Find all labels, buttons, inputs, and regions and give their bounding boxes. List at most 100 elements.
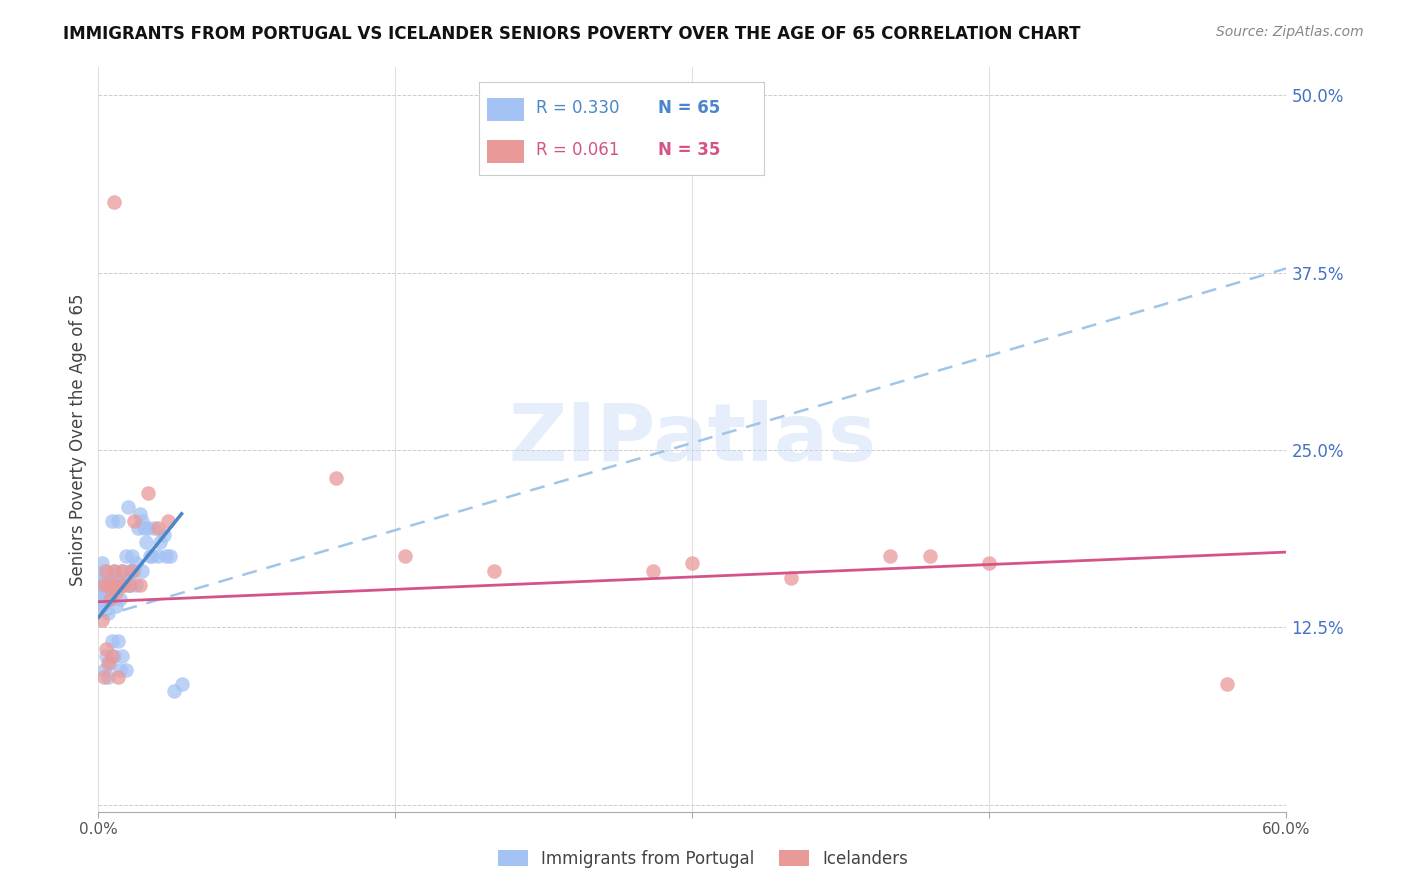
Point [920, 549, 942, 564]
Point [93, 663, 115, 677]
Point [101, 514, 124, 528]
Point [103, 578, 125, 592]
Point [146, 549, 169, 564]
Point [108, 591, 131, 606]
Point [780, 571, 803, 585]
Point [112, 578, 135, 592]
Point [107, 514, 129, 528]
Point [115, 549, 138, 564]
Point [131, 564, 153, 578]
Point [1216, 677, 1239, 691]
Text: ZIPatlas: ZIPatlas [509, 401, 876, 478]
Point [91, 613, 114, 627]
Point [122, 514, 145, 528]
Point [91, 557, 114, 571]
Point [115, 663, 138, 677]
Point [101, 578, 124, 592]
Point [96, 584, 118, 599]
Point [120, 578, 142, 592]
Point [93, 578, 115, 592]
Point [120, 578, 142, 592]
Point [93, 591, 115, 606]
Point [98, 656, 121, 670]
Point [98, 591, 121, 606]
Point [120, 564, 142, 578]
Point [135, 535, 157, 549]
Point [103, 578, 125, 592]
Point [103, 648, 125, 663]
Point [89, 591, 111, 606]
Point [879, 549, 901, 564]
Point [141, 549, 163, 564]
Point [107, 571, 129, 585]
Point [103, 564, 125, 578]
Point [121, 549, 143, 564]
Point [127, 521, 149, 535]
Point [155, 549, 177, 564]
Point [98, 571, 121, 585]
Point [107, 634, 129, 648]
Point [108, 578, 131, 592]
Point [101, 578, 124, 592]
Point [98, 591, 121, 606]
Point [105, 599, 128, 613]
Point [97, 670, 120, 684]
Point [97, 578, 120, 592]
Point [125, 557, 148, 571]
Point [97, 606, 120, 620]
Point [132, 521, 155, 535]
Point [163, 684, 186, 698]
Point [91, 571, 114, 585]
Point [108, 663, 131, 677]
Point [93, 564, 115, 578]
Point [103, 564, 125, 578]
Point [136, 485, 159, 500]
Point [91, 584, 114, 599]
Point [101, 634, 124, 648]
Point [136, 521, 159, 535]
Point [111, 648, 134, 663]
Point [146, 521, 169, 535]
Point [91, 599, 114, 613]
Point [121, 564, 143, 578]
Y-axis label: Seniors Poverty Over the Age of 65: Seniors Poverty Over the Age of 65 [69, 293, 87, 585]
Point [93, 670, 115, 684]
Point [122, 564, 145, 578]
Point [105, 578, 128, 592]
Point [394, 549, 416, 564]
Point [96, 564, 118, 578]
Point [152, 528, 174, 542]
Point [129, 507, 152, 521]
Point [112, 578, 135, 592]
Point [125, 578, 148, 592]
Point [139, 549, 162, 564]
Point [103, 194, 125, 209]
Point [117, 578, 139, 592]
Point [107, 670, 129, 684]
Point [91, 599, 114, 613]
Point [89, 578, 111, 592]
Point [112, 571, 135, 585]
Point [129, 578, 152, 592]
Point [484, 564, 506, 578]
Point [681, 557, 703, 571]
Point [111, 564, 134, 578]
Text: Source: ZipAtlas.com: Source: ZipAtlas.com [1216, 25, 1364, 39]
Point [121, 564, 143, 578]
Point [105, 584, 128, 599]
Point [979, 557, 1001, 571]
Point [101, 648, 124, 663]
Point [156, 514, 179, 528]
Legend: Immigrants from Portugal, Icelanders: Immigrants from Portugal, Icelanders [491, 844, 915, 875]
Point [149, 535, 172, 549]
Text: IMMIGRANTS FROM PORTUGAL VS ICELANDER SENIORS POVERTY OVER THE AGE OF 65 CORRELA: IMMIGRANTS FROM PORTUGAL VS ICELANDER SE… [63, 25, 1081, 43]
Point [325, 471, 347, 485]
Point [641, 564, 664, 578]
Point [111, 564, 134, 578]
Point [97, 578, 120, 592]
Point [96, 571, 118, 585]
Point [159, 549, 181, 564]
Point [170, 677, 193, 691]
Point [96, 648, 118, 663]
Point [131, 514, 153, 528]
